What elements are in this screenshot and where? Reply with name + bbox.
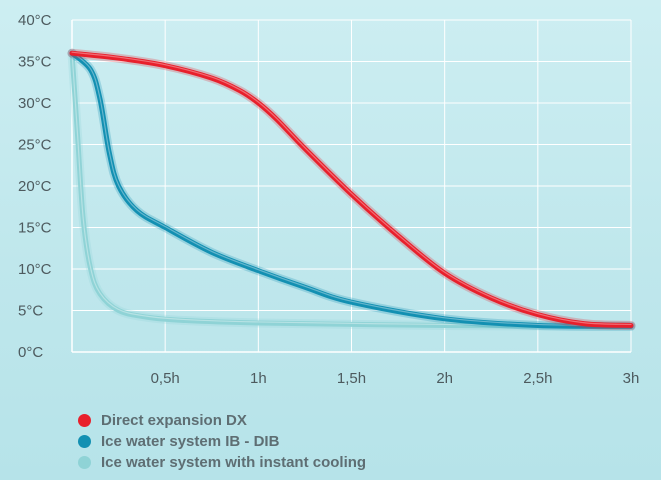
legend: Direct expansion DX Ice water system IB … xyxy=(78,410,638,473)
x-tick-label: 0,5h xyxy=(151,370,180,387)
x-tick-label: 2,5h xyxy=(523,370,552,387)
legend-label-ib-dib: Ice water system IB - DIB xyxy=(101,433,280,450)
y-axis-ticks: 0°C 5°C 10°C 15°C 20°C 25°C 30°C 35°C 40°C xyxy=(18,12,52,361)
x-tick-label: 3h xyxy=(623,370,640,387)
y-tick-label: 35°C xyxy=(18,54,52,71)
x-axis-ticks: 0,5h 1h 1,5h 2h 2,5h 3h xyxy=(151,370,640,387)
legend-marker-instant-cooling xyxy=(78,456,91,469)
series-highlight-dx xyxy=(71,51,632,326)
y-tick-label: 10°C xyxy=(18,261,52,278)
series-line-instant-cooling xyxy=(69,50,634,329)
grid xyxy=(71,19,632,353)
y-tick-label: 5°C xyxy=(18,303,43,320)
legend-item-ib-dib: Ice water system IB - DIB xyxy=(78,431,638,452)
series-line-dx xyxy=(69,50,634,328)
legend-item-dx: Direct expansion DX xyxy=(78,410,638,431)
series-lines xyxy=(67,48,636,331)
y-tick-label: 40°C xyxy=(18,12,52,29)
series-line-ib-dib xyxy=(69,50,634,329)
x-tick-label: 1h xyxy=(250,370,267,387)
temperature-chart: 0°C 5°C 10°C 15°C 20°C 25°C 30°C 35°C 40°C 0,5h 1… xyxy=(18,12,640,387)
legend-marker-ib-dib xyxy=(78,435,91,448)
legend-marker-dx xyxy=(78,414,91,427)
legend-item-instant-cooling: Ice water system with instant cooling xyxy=(78,452,638,473)
y-tick-label: 25°C xyxy=(18,137,52,154)
y-tick-label: 20°C xyxy=(18,178,52,195)
x-tick-label: 2h xyxy=(436,370,453,387)
y-tick-label: 0°C xyxy=(18,344,43,361)
x-tick-label: 1,5h xyxy=(337,370,366,387)
y-tick-label: 15°C xyxy=(18,220,52,237)
legend-label-instant-cooling: Ice water system with instant cooling xyxy=(101,454,367,471)
series-highlight-ib-dib xyxy=(71,51,632,326)
legend-label-dx: Direct expansion DX xyxy=(101,412,247,429)
y-tick-label: 30°C xyxy=(18,95,52,112)
series-highlight-instant-cooling xyxy=(71,51,632,326)
